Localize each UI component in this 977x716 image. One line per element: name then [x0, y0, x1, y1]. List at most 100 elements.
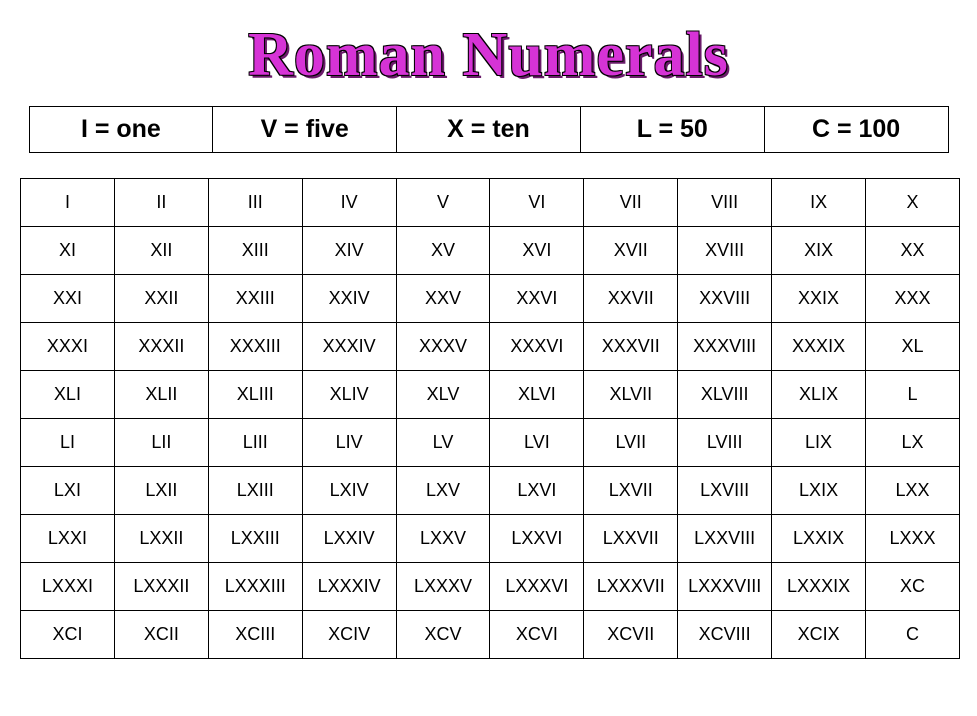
- numeral-cell: XXXV: [396, 323, 490, 371]
- numeral-cell: VII: [584, 179, 678, 227]
- numeral-cell: XC: [866, 563, 960, 611]
- numeral-cell: LV: [396, 419, 490, 467]
- numeral-cell: XV: [396, 227, 490, 275]
- numeral-cell: LXVI: [490, 467, 584, 515]
- numeral-cell: XXII: [114, 275, 208, 323]
- numeral-cell: LXXXI: [21, 563, 115, 611]
- numeral-cell: LIII: [208, 419, 302, 467]
- numeral-cell: LXIII: [208, 467, 302, 515]
- numeral-cell: XXIX: [772, 275, 866, 323]
- numeral-cell: LXII: [114, 467, 208, 515]
- numeral-cell: L: [866, 371, 960, 419]
- numeral-cell: XLVIII: [678, 371, 772, 419]
- numeral-cell: X: [866, 179, 960, 227]
- numeral-cell: LXV: [396, 467, 490, 515]
- table-row: LXILXIILXIIILXIVLXVLXVILXVIILXVIIILXIXLX…: [21, 467, 960, 515]
- legend-cell-c: C = 100: [765, 107, 948, 152]
- table-row: XXIXXIIXXIIIXXIVXXVXXVIXXVIIXXVIIIXXIXXX…: [21, 275, 960, 323]
- numeral-cell: LXXVI: [490, 515, 584, 563]
- numeral-cell: LXXXII: [114, 563, 208, 611]
- numeral-cell: LXXXVIII: [678, 563, 772, 611]
- numeral-cell: LI: [21, 419, 115, 467]
- numeral-cell: XCIX: [772, 611, 866, 659]
- numeral-cell: XIV: [302, 227, 396, 275]
- numeral-cell: XCI: [21, 611, 115, 659]
- legend-cell-l: L = 50: [581, 107, 765, 152]
- numeral-cell: XCVIII: [678, 611, 772, 659]
- numeral-cell: XVIII: [678, 227, 772, 275]
- numeral-cell: XXXII: [114, 323, 208, 371]
- numeral-cell: XI: [21, 227, 115, 275]
- numeral-cell: LVII: [584, 419, 678, 467]
- numeral-cell: XII: [114, 227, 208, 275]
- numeral-cell: XLI: [21, 371, 115, 419]
- numeral-cell: XVII: [584, 227, 678, 275]
- numeral-cell: XLVII: [584, 371, 678, 419]
- numeral-cell: LXXX: [866, 515, 960, 563]
- numeral-cell: LXI: [21, 467, 115, 515]
- numeral-cell: LXXIII: [208, 515, 302, 563]
- numeral-grid: IIIIIIIVVVIVIIVIIIIXXXIXIIXIIIXIVXVXVIXV…: [20, 178, 960, 659]
- numeral-cell: XL: [866, 323, 960, 371]
- numeral-cell: XXXVII: [584, 323, 678, 371]
- numeral-cell: XXX: [866, 275, 960, 323]
- table-row: IIIIIIIVVVIVIIVIIIIXX: [21, 179, 960, 227]
- table-row: XLIXLIIXLIIIXLIVXLVXLVIXLVIIXLVIIIXLIXL: [21, 371, 960, 419]
- numeral-cell: XXVIII: [678, 275, 772, 323]
- legend-row: I = one V = five X = ten L = 50 C = 100: [29, 106, 949, 153]
- numeral-cell: XVI: [490, 227, 584, 275]
- numeral-cell: XCIV: [302, 611, 396, 659]
- numeral-cell: XXV: [396, 275, 490, 323]
- numeral-cell: LXXXIII: [208, 563, 302, 611]
- table-row: XXXIXXXIIXXXIIIXXXIVXXXVXXXVIXXXVIIXXXVI…: [21, 323, 960, 371]
- numeral-cell: LXVII: [584, 467, 678, 515]
- table-row: XIXIIXIIIXIVXVXVIXVIIXVIIIXIXXX: [21, 227, 960, 275]
- numeral-cell: XXXIII: [208, 323, 302, 371]
- numeral-cell: II: [114, 179, 208, 227]
- numeral-cell: XXXI: [21, 323, 115, 371]
- numeral-cell: XLIV: [302, 371, 396, 419]
- numeral-cell: LXXXVI: [490, 563, 584, 611]
- numeral-cell: XXXVIII: [678, 323, 772, 371]
- numeral-cell: XXI: [21, 275, 115, 323]
- table-row: LXXXILXXXIILXXXIIILXXXIVLXXXVLXXXVILXXXV…: [21, 563, 960, 611]
- numeral-cell: LXXXIX: [772, 563, 866, 611]
- numeral-cell: LX: [866, 419, 960, 467]
- numeral-cell: LXXV: [396, 515, 490, 563]
- numeral-cell: VIII: [678, 179, 772, 227]
- numeral-cell: V: [396, 179, 490, 227]
- numeral-cell: XXIII: [208, 275, 302, 323]
- numeral-cell: XXXIV: [302, 323, 396, 371]
- numeral-cell: LXIX: [772, 467, 866, 515]
- table-row: XCIXCIIXCIIIXCIVXCVXCVIXCVIIXCVIIIXCIXC: [21, 611, 960, 659]
- numeral-cell: XXVI: [490, 275, 584, 323]
- numeral-cell: XXXVI: [490, 323, 584, 371]
- numeral-cell: LII: [114, 419, 208, 467]
- numeral-cell: LIV: [302, 419, 396, 467]
- page-title: Roman Numerals: [20, 20, 957, 91]
- numeral-cell: XLII: [114, 371, 208, 419]
- numeral-cell: XXVII: [584, 275, 678, 323]
- numeral-cell: XCV: [396, 611, 490, 659]
- numeral-cell: LXIV: [302, 467, 396, 515]
- numeral-cell: XXIV: [302, 275, 396, 323]
- numeral-cell: XX: [866, 227, 960, 275]
- numeral-cell: LXXXVII: [584, 563, 678, 611]
- numeral-cell: XCII: [114, 611, 208, 659]
- numeral-cell: XIX: [772, 227, 866, 275]
- numeral-cell: LXXVIII: [678, 515, 772, 563]
- numeral-cell: LIX: [772, 419, 866, 467]
- numeral-cell: XLV: [396, 371, 490, 419]
- numeral-cell: LXXIV: [302, 515, 396, 563]
- table-row: LXXILXXIILXXIIILXXIVLXXVLXXVILXXVIILXXVI…: [21, 515, 960, 563]
- numeral-cell: XXXIX: [772, 323, 866, 371]
- numeral-cell: I: [21, 179, 115, 227]
- numeral-cell: LXXXV: [396, 563, 490, 611]
- numeral-cell: XLIII: [208, 371, 302, 419]
- numeral-cell: LXXII: [114, 515, 208, 563]
- numeral-cell: XLIX: [772, 371, 866, 419]
- numeral-cell: XIII: [208, 227, 302, 275]
- numeral-cell: III: [208, 179, 302, 227]
- numeral-cell: LXVIII: [678, 467, 772, 515]
- numeral-cell: XCVII: [584, 611, 678, 659]
